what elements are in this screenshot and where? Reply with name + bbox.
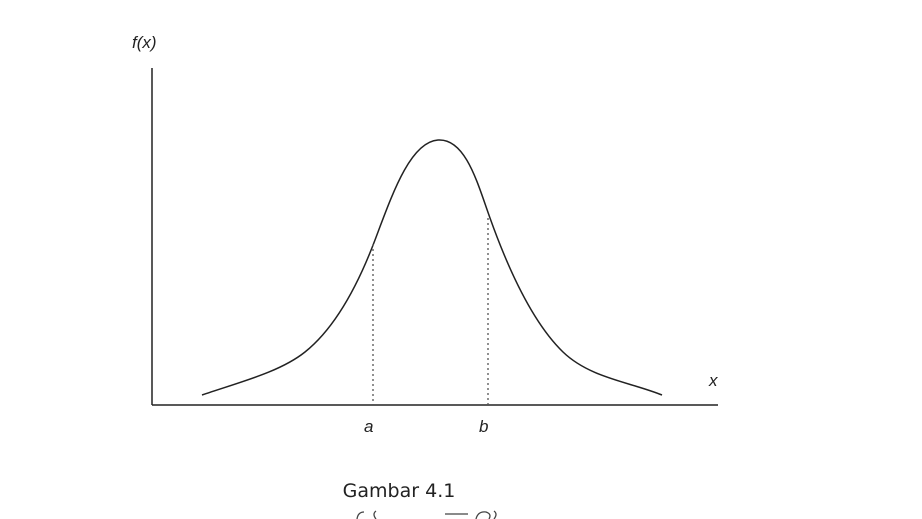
- cropped-formula-line: [0, 508, 922, 519]
- marker-a-label: a: [364, 417, 373, 436]
- density-curve: [201, 139, 663, 396]
- figure-caption: Gambar 4.1: [342, 480, 456, 502]
- y-axis-label: f(x): [132, 33, 157, 52]
- x-axis-label: x: [708, 371, 718, 390]
- marker-b-label: b: [479, 417, 488, 436]
